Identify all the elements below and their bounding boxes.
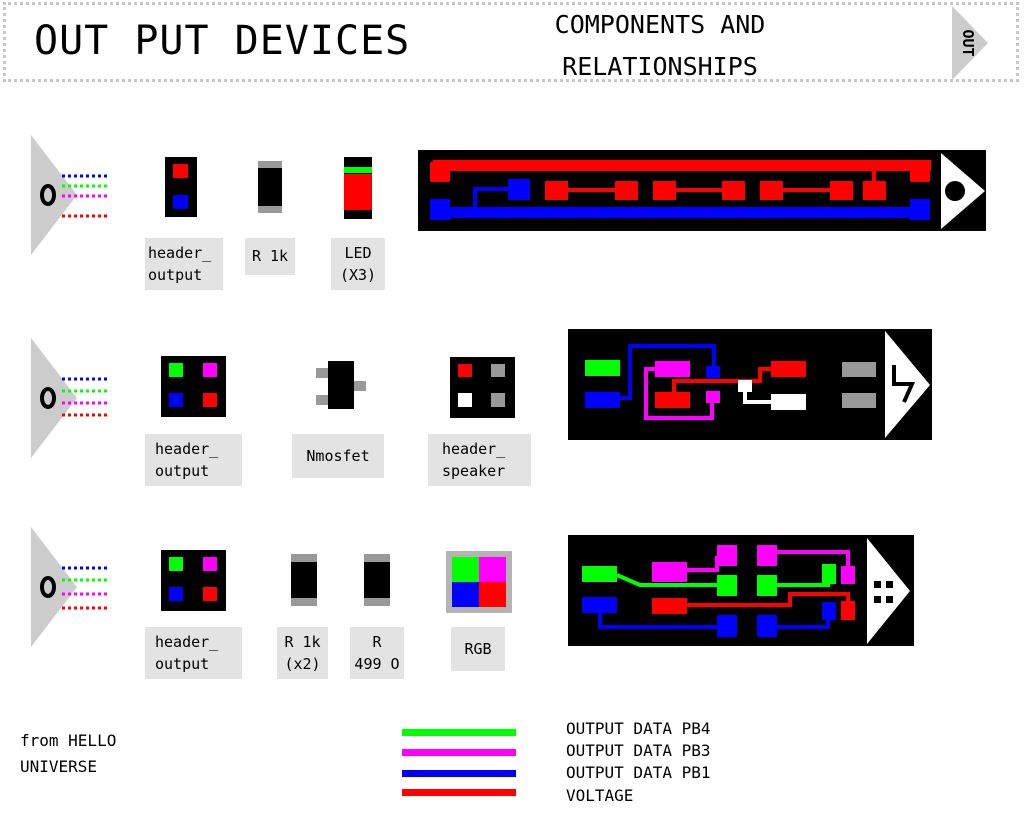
label-header-output-row-2: header_ output: [145, 434, 242, 486]
header-output-component-row-2: [161, 356, 226, 417]
signal-wires-row-2: [62, 377, 110, 417]
legend-label-pb4: OUTPUT DATA PB4: [566, 719, 711, 738]
label-r499-row-3: R 499 O: [350, 627, 404, 679]
label-header-speaker-row-2: header_ speaker: [428, 434, 531, 486]
label-r1k-row-3: R 1k (x2): [277, 627, 328, 679]
footer-credit: from HELLO UNIVERSE: [20, 731, 117, 776]
header-bar: [3, 2, 1019, 82]
connector-arrow-row-1: [31, 135, 77, 255]
resistor-499-component-row-3: [364, 554, 390, 606]
resistor-component-row-1: [258, 161, 282, 213]
nmosfet-component-row-2: [316, 361, 366, 409]
legend-swatch-pb4: [402, 729, 516, 736]
page-title: OUT PUT DEVICES: [34, 18, 411, 64]
pcb-board-row-1: [418, 150, 986, 231]
label-header-output-row-1: header_ output: [145, 238, 223, 290]
pcb-board-row-2: [568, 329, 932, 440]
label-resistor-row-1: R 1k: [245, 238, 295, 275]
legend-label-voltage: VOLTAGE: [566, 786, 634, 805]
legend-label-pb1: OUTPUT DATA PB1: [566, 763, 711, 782]
rgb-led-component-row-3: [446, 551, 512, 613]
led-component-row-1: [344, 157, 372, 219]
signal-wires-row-3: [62, 566, 110, 610]
legend-swatch-voltage: [402, 789, 516, 796]
label-led-row-1: LED (X3): [331, 238, 385, 290]
label-header-output-row-3: header_ output: [145, 627, 242, 679]
page-subtitle: COMPONENTS AND RELATIONSHIPS: [510, 4, 810, 88]
legend-swatch-pb1: [402, 770, 516, 777]
connector-arrow-row-3: [31, 527, 77, 647]
out-tab[interactable]: OUT: [952, 6, 988, 80]
header-output-component-row-3: [161, 550, 226, 611]
label-rgb-row-3: RGB: [451, 627, 505, 671]
header-speaker-component-row-2: [450, 357, 515, 418]
out-tab-label: OUT: [959, 29, 977, 56]
signal-wires-row-1: [62, 174, 110, 218]
legend-swatch-pb3: [402, 749, 516, 756]
legend-label-pb3: OUTPUT DATA PB3: [566, 741, 711, 760]
label-nmosfet-row-2: Nmosfet: [292, 434, 384, 478]
resistor-1k-component-row-3: [291, 554, 317, 606]
subtitle-line-2: RELATIONSHIPS: [562, 52, 758, 81]
legend-swatches: [402, 729, 516, 796]
pcb-board-row-3: [568, 535, 914, 646]
connector-arrow-row-2: [31, 338, 77, 458]
header-output-component-row-1: [165, 157, 197, 217]
subtitle-line-1: COMPONENTS AND: [554, 10, 766, 39]
